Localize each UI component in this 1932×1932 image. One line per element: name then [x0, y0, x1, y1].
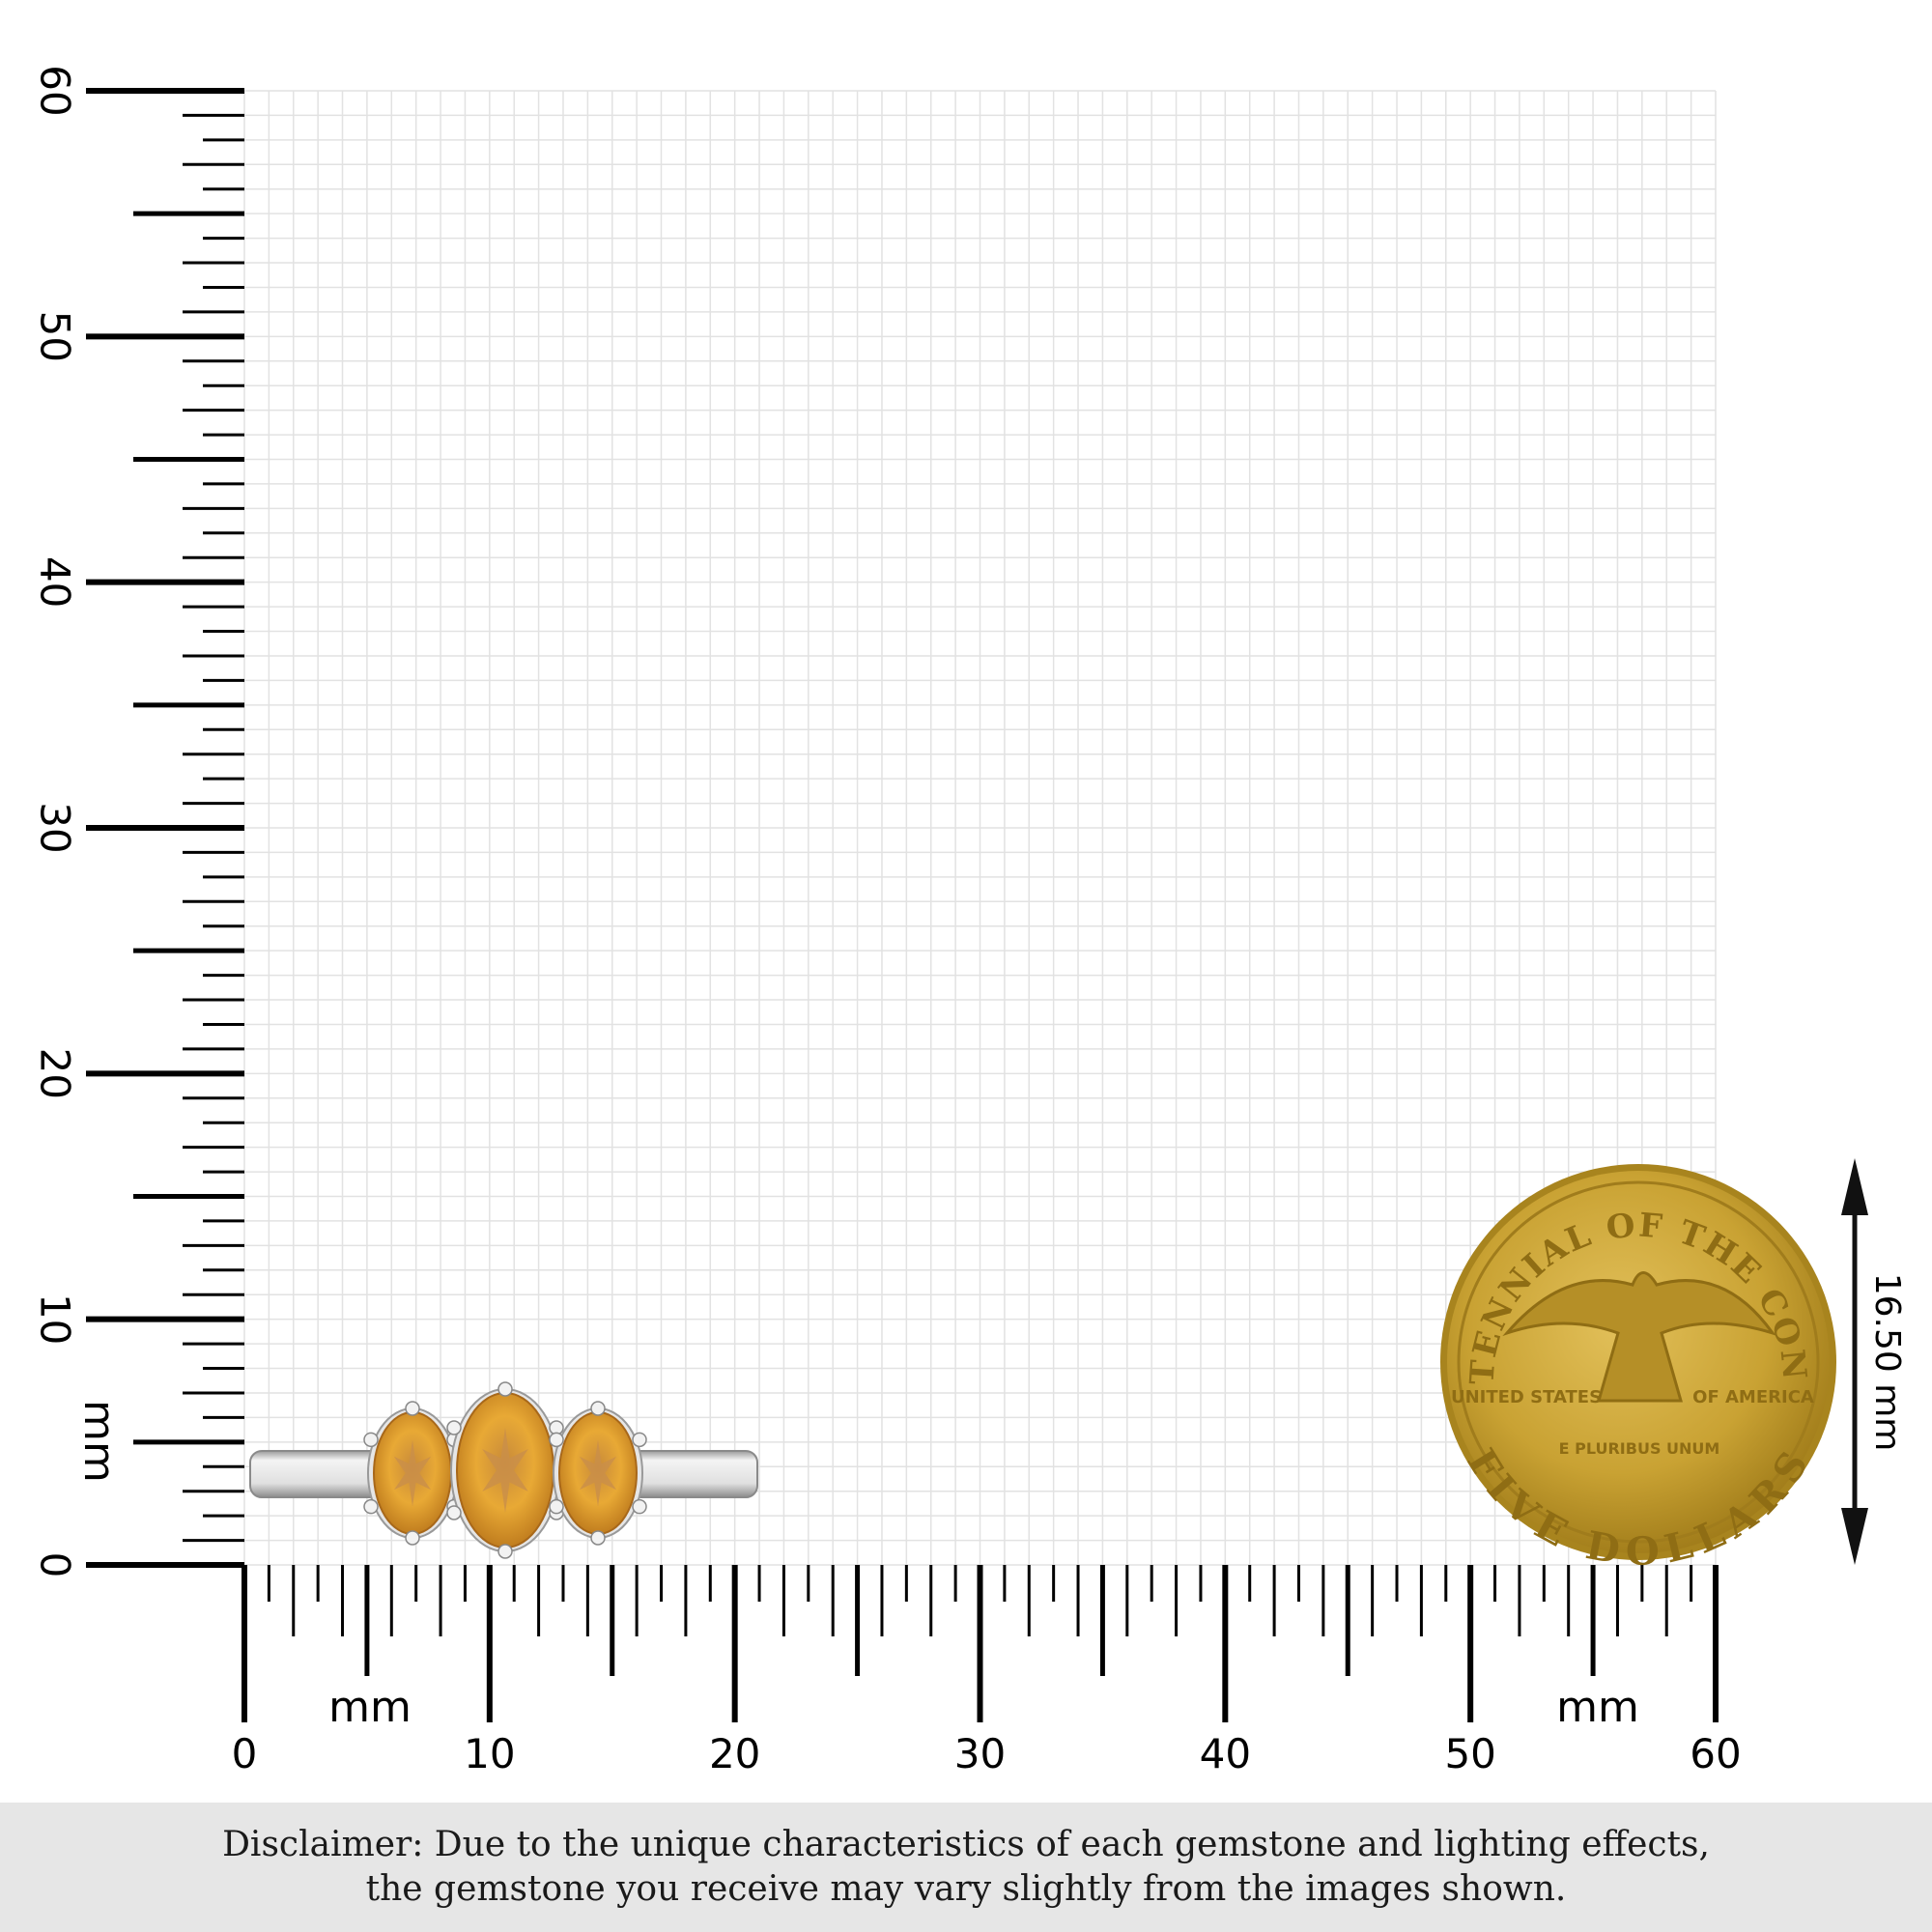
horizontal-unit-label-right: mm — [1556, 1683, 1639, 1732]
horizontal-tick-label: 30 — [954, 1730, 1006, 1777]
coin-right-text: OF AMERICA — [1692, 1387, 1814, 1407]
horizontal-tick-label: 10 — [464, 1730, 515, 1777]
measurement-grid — [243, 90, 1717, 1566]
eagle-icon — [1502, 1271, 1776, 1403]
ring-image — [249, 1381, 758, 1559]
horizontal-ruler-labels: 0 10 20 30 40 50 60 — [232, 1730, 1742, 1777]
vertical-ruler — [86, 88, 244, 1568]
prong — [363, 1498, 379, 1515]
vertical-tick-label: 20 — [32, 1048, 79, 1099]
prong — [549, 1498, 564, 1515]
horizontal-tick-label: 0 — [232, 1730, 258, 1777]
prong — [590, 1401, 606, 1416]
vertical-tick-label: 10 — [32, 1293, 79, 1345]
prong — [497, 1381, 513, 1397]
vertical-tick-label: 30 — [32, 802, 79, 853]
coin-diameter-arrow — [1841, 1158, 1868, 1565]
vertical-tick-label: 50 — [32, 311, 79, 362]
horizontal-tick-label: 60 — [1690, 1730, 1741, 1777]
horizontal-tick-label: 50 — [1444, 1730, 1495, 1777]
reference-coin: BICENTENNIAL OF THE CONGRESS FIVE DOLLAR… — [0, 0, 1836, 1575]
prong — [590, 1530, 606, 1546]
vertical-tick-label: 40 — [32, 556, 79, 608]
vertical-tick-label: 60 — [32, 65, 79, 116]
prong — [632, 1498, 647, 1515]
coin-diameter-label: 16.50 mm — [1867, 1273, 1907, 1452]
vertical-unit-label: mm — [74, 1400, 124, 1483]
coin-motto: E PLURIBUS UNUM — [1559, 1439, 1720, 1458]
horizontal-tick-label: 40 — [1200, 1730, 1251, 1777]
vertical-tick-label: 0 — [32, 1552, 79, 1578]
prong — [632, 1432, 647, 1448]
gemstone — [549, 1401, 647, 1546]
prong — [549, 1432, 564, 1448]
coin-left-text: UNITED STATES — [1451, 1387, 1602, 1407]
prong — [497, 1544, 513, 1559]
horizontal-unit-label-left: mm — [328, 1683, 412, 1732]
horizontal-tick-label: 20 — [709, 1730, 760, 1777]
horizontal-ruler — [242, 1565, 1719, 1722]
disclaimer-banner: Disclaimer: Due to the unique characteri… — [0, 1803, 1932, 1932]
prong — [405, 1530, 420, 1546]
gemstone — [363, 1401, 462, 1546]
prong — [363, 1432, 379, 1448]
prong — [405, 1401, 420, 1416]
prong — [446, 1420, 462, 1435]
disclaimer-line-1: Disclaimer: Due to the unique characteri… — [222, 1825, 1710, 1864]
vertical-ruler-labels: 0 10 20 30 40 50 60 — [32, 65, 79, 1577]
disclaimer-line-2: the gemstone you receive may vary slight… — [365, 1869, 1567, 1909]
prong — [446, 1505, 462, 1520]
